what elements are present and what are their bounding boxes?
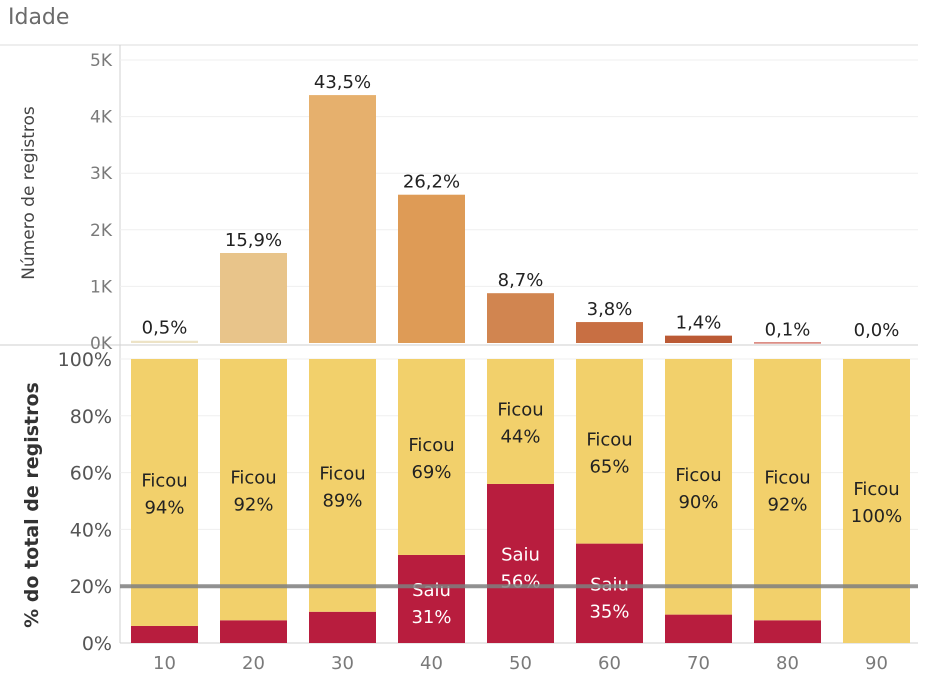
top-bar-label: 0,1% [765,319,811,340]
ficou-segment [131,359,198,626]
ficou-label-value: 92% [767,495,807,516]
ficou-segment [309,359,376,612]
ficou-label-name: Ficou [497,399,543,420]
saiu-segment [576,543,643,643]
saiu-segment [220,620,287,643]
bottom-y-tick-label: 0% [82,633,112,655]
bottom-y-tick-label: 60% [70,463,112,485]
bottom-y-tick-label: 20% [70,576,112,598]
x-tick-label: 30 [331,653,354,674]
ficou-label-name: Ficou [764,468,810,489]
ficou-segment [754,359,821,621]
x-tick-label: 70 [687,653,710,674]
ficou-label-name: Ficou [408,435,454,456]
chart-title: Idade [8,5,70,30]
top-bar-label: 15,9% [225,230,282,251]
x-tick-label: 90 [865,653,888,674]
ficou-segment [576,359,643,544]
top-bar [665,335,732,343]
saiu-label-value: 31% [411,607,451,628]
x-tick-label: 60 [598,653,621,674]
top-bar-label: 43,5% [314,72,371,93]
top-y-axis-label: Número de registros [19,106,39,280]
ficou-label-value: 44% [500,426,540,447]
top-bar-label: 3,8% [587,299,633,320]
saiu-segment [754,620,821,643]
top-y-tick-label: 0K [90,334,113,354]
ficou-label-value: 100% [851,506,902,527]
saiu-label-name: Saiu [412,580,451,601]
ficou-segment [487,359,554,484]
ficou-label-name: Ficou [586,429,632,450]
top-y-tick-label: 5K [90,51,113,71]
x-tick-label: 50 [509,653,532,674]
bottom-y-tick-label: 80% [70,406,112,428]
top-y-tick-label: 3K [90,164,113,184]
top-bar [220,253,287,343]
ficou-label-name: Ficou [230,468,276,489]
top-bar-label: 8,7% [498,270,544,291]
top-bar-label: 0,5% [142,318,188,339]
top-bar-label: 1,4% [676,313,722,334]
ficou-segment [665,359,732,615]
top-bar [576,322,643,343]
ficou-segment [398,359,465,555]
saiu-segment [398,554,465,643]
top-bar [487,293,554,343]
saiu-label-name: Saiu [501,544,540,565]
saiu-label-value: 56% [500,571,540,592]
ficou-label-value: 94% [144,497,184,518]
saiu-segment [487,483,554,643]
top-bar-label: 26,2% [403,172,460,193]
ficou-label-value: 89% [322,490,362,511]
x-tick-label: 40 [420,653,443,674]
top-bar [309,95,376,343]
top-y-tick-label: 1K [90,277,113,297]
bottom-y-tick-label: 100% [58,349,112,371]
top-y-tick-label: 2K [90,221,113,241]
ficou-label-value: 69% [411,462,451,483]
ficou-label-name: Ficou [675,465,721,486]
bottom-y-tick-label: 40% [70,519,112,541]
ficou-segment [843,359,910,643]
saiu-segment [309,611,376,643]
ficou-label-name: Ficou [141,470,187,491]
bottom-y-axis-label: % do total de registros [21,382,43,628]
top-bar-label: 0,0% [854,320,900,341]
saiu-label-value: 35% [589,601,629,622]
x-tick-label: 80 [776,653,799,674]
ficou-label-name: Ficou [853,479,899,500]
ficou-segment [220,359,287,621]
ficou-label-name: Ficou [319,463,365,484]
ficou-label-value: 92% [233,495,273,516]
saiu-segment [665,614,732,643]
x-tick-label: 10 [153,653,176,674]
top-bar [754,342,821,344]
top-bar [398,194,465,343]
ficou-label-value: 90% [678,492,718,513]
ficou-label-value: 65% [589,456,629,477]
top-y-tick-label: 4K [90,108,113,128]
saiu-segment [131,625,198,643]
top-bar [131,340,198,343]
x-tick-label: 20 [242,653,265,674]
